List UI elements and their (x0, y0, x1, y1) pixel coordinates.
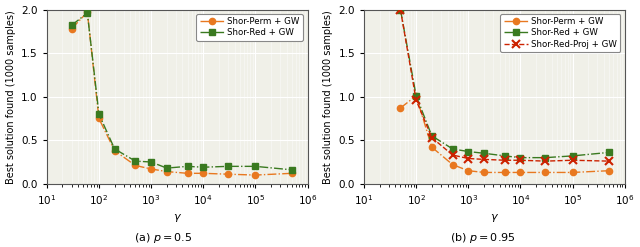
Shor-Perm + GW (397, 106, 404, 109)
Shor-Red + GW (412, 94, 420, 97)
Shor-Red + GW (111, 147, 118, 150)
Shor-Red + GW (465, 150, 472, 153)
Shor-Red-Proj + GW (569, 159, 577, 162)
Shor-Red + GW (449, 147, 456, 150)
Shor-Perm + GW (449, 163, 456, 166)
Shor-Perm + GW (465, 169, 472, 172)
Shor-Perm + GW (480, 171, 488, 174)
Shor-Red-Proj + GW (397, 8, 404, 11)
Shor-Red-Proj + GW (465, 157, 472, 160)
Shor-Red-Proj + GW (449, 154, 456, 157)
Shor-Perm + GW (224, 173, 232, 176)
Shor-Red + GW (480, 152, 488, 155)
Shor-Red + GW (83, 12, 91, 15)
Shor-Red-Proj + GW (480, 158, 488, 161)
Shor-Perm + GW (501, 171, 509, 174)
Shor-Perm + GW (288, 172, 296, 175)
X-axis label: $\gamma$: $\gamma$ (173, 212, 182, 224)
Shor-Perm + GW (541, 171, 549, 174)
Shor-Perm + GW (200, 172, 207, 175)
Line: Shor-Red + GW: Shor-Red + GW (68, 10, 295, 173)
Line: Shor-Red + GW: Shor-Red + GW (397, 6, 612, 161)
Shor-Red + GW (501, 154, 509, 157)
Shor-Red-Proj + GW (516, 159, 524, 162)
Shor-Red + GW (428, 134, 436, 137)
Shor-Red + GW (147, 161, 155, 164)
Shor-Perm + GW (111, 149, 118, 152)
Shor-Red-Proj + GW (501, 159, 509, 162)
Shor-Red + GW (95, 113, 103, 116)
Shor-Red + GW (200, 166, 207, 169)
Text: (b) $p=0.95$: (b) $p=0.95$ (451, 230, 516, 245)
Shor-Perm + GW (95, 117, 103, 120)
Shor-Perm + GW (147, 167, 155, 170)
Shor-Red-Proj + GW (428, 136, 436, 139)
Legend: Shor-Perm + GW, Shor-Red + GW, Shor-Red-Proj + GW: Shor-Perm + GW, Shor-Red + GW, Shor-Red-… (500, 14, 620, 52)
Shor-Red-Proj + GW (605, 160, 613, 163)
Shor-Perm + GW (163, 170, 171, 173)
Shor-Red-Proj + GW (541, 160, 549, 163)
Shor-Red + GW (163, 167, 171, 170)
Shor-Perm + GW (184, 172, 191, 175)
Shor-Perm + GW (412, 94, 420, 97)
Shor-Perm + GW (252, 174, 259, 177)
Shor-Red-Proj + GW (412, 99, 420, 102)
Shor-Red + GW (184, 165, 191, 168)
Shor-Perm + GW (569, 171, 577, 174)
Shor-Red + GW (516, 156, 524, 159)
Shor-Perm + GW (516, 171, 524, 174)
Legend: Shor-Perm + GW, Shor-Red + GW: Shor-Perm + GW, Shor-Red + GW (196, 14, 303, 41)
Line: Shor-Perm + GW: Shor-Perm + GW (397, 93, 612, 176)
Shor-Perm + GW (428, 146, 436, 149)
Y-axis label: Best solution found (1000 samples): Best solution found (1000 samples) (6, 10, 15, 184)
Shor-Perm + GW (605, 169, 613, 172)
Shor-Red + GW (605, 151, 613, 154)
Line: Shor-Red-Proj + GW: Shor-Red-Proj + GW (397, 6, 613, 165)
Shor-Red + GW (541, 156, 549, 159)
Shor-Red + GW (252, 165, 259, 168)
Shor-Red + GW (288, 168, 296, 171)
X-axis label: $\gamma$: $\gamma$ (490, 212, 499, 224)
Shor-Red + GW (68, 24, 76, 27)
Shor-Perm + GW (83, 11, 91, 14)
Line: Shor-Perm + GW: Shor-Perm + GW (68, 9, 295, 178)
Shor-Red + GW (132, 160, 140, 163)
Shor-Red + GW (569, 154, 577, 157)
Text: (a) $p=0.5$: (a) $p=0.5$ (134, 230, 193, 245)
Shor-Red + GW (224, 165, 232, 168)
Shor-Perm + GW (132, 164, 140, 167)
Shor-Perm + GW (68, 27, 76, 30)
Y-axis label: Best solution found (1000 samples): Best solution found (1000 samples) (323, 10, 333, 184)
Shor-Red + GW (397, 8, 404, 11)
